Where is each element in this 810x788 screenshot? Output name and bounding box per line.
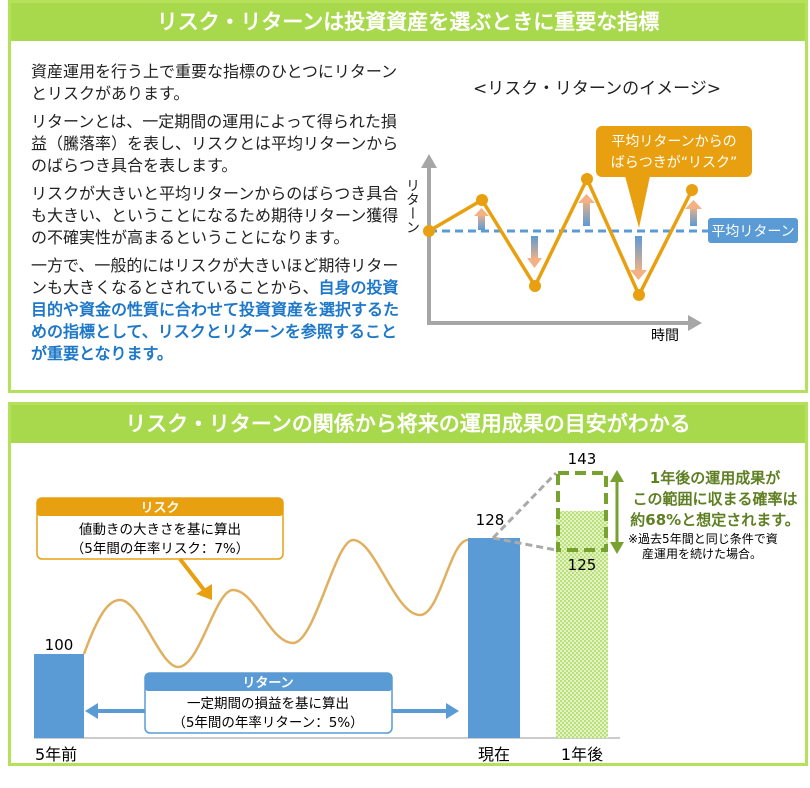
bar-value-100: 100: [45, 636, 74, 654]
risk-label-box: リスク 値動きの大きさを基に算出 （5年間の年率リスク：7%）: [36, 497, 284, 560]
paragraph-2: リターンとは、一定期間の運用によって得られた損益（騰落率）を表し、リスクとは平均…: [31, 112, 399, 175]
bar-5-years-ago: [34, 654, 84, 738]
axes: [421, 154, 702, 331]
top-panel-title: リスク・リターンは投資資産を選ぶときに重要な指標: [11, 3, 805, 41]
paragraph-4-bold: 自身の投資目的や資金の性質に合わせて投資資産を選択するための指標として、リスクと…: [31, 278, 400, 363]
paragraph-4-normal: 一方で、一般的にはリスクが大きいほど期待リターンも大きくなるとされていることから…: [31, 256, 399, 297]
range-double-arrow: [610, 470, 624, 554]
svg-text:（5年間の年率リターン：5%）: （5年間の年率リターン：5%）: [172, 714, 363, 731]
label-now: 現在: [478, 745, 510, 764]
bottom-panel: リスク・リターンの関係から将来の運用成果の目安がわかる: [8, 402, 808, 766]
svg-text:この範囲に収まる確率は: この範囲に収まる確率は: [632, 490, 797, 508]
return-label-box: リターン 一定期間の損益を基に算出 （5年間の年率リターン：5%）: [144, 672, 393, 734]
label-1-year-later: 1年後: [561, 745, 603, 764]
footnote-line-1: ※過去5年間と同じ条件で資: [628, 532, 778, 546]
return-points: [423, 173, 698, 301]
range-note: 1年後の運用成果が この範囲に収まる確率は 約68%と想定されます。: [630, 469, 799, 529]
svg-text:約68%と想定されます。: 約68%と想定されます。: [630, 511, 799, 529]
footnote-line-2: 産運用を続けた場合。: [642, 546, 762, 561]
y-axis-label: リターン: [404, 178, 420, 234]
risk-callout: 平均リターンからの ばらつきが“リスク”: [596, 126, 752, 228]
top-panel: リスク・リターンは投資資産を選ぶときに重要な指標 資産運用を行う上で重要な指標の…: [8, 0, 808, 393]
svg-text:値動きの大きさを基に算出: 値動きの大きさを基に算出: [79, 521, 241, 538]
risk-return-image: <リスク・リターンのイメージ> リターン 時間 平均リターンからの ばらつきが“…: [404, 79, 798, 344]
lower-value-125: 125: [568, 556, 597, 574]
x-axis-label: 時間: [651, 328, 679, 344]
callout-line-2: ばらつきが“リスク”: [611, 155, 738, 171]
paragraph-3: リスクが大きいと平均リターンからのばらつき具合も大きい、ということになるため期待…: [31, 184, 399, 247]
average-return-label: 平均リターン: [708, 218, 798, 243]
svg-text:リスク: リスク: [140, 501, 179, 516]
explanation-text: 資産運用を行う上で重要な指標のひとつにリターンとリスクがあります。 リターンとは…: [31, 61, 405, 371]
label-5-years-ago: 5年前: [35, 745, 77, 764]
price-wave: [82, 538, 469, 669]
bar-1-year-later: [556, 511, 608, 738]
projection-line-upper: [491, 471, 558, 540]
paragraph-1: 資産運用を行う上で重要な指標のひとつにリターンとリスクがあります。: [31, 62, 398, 103]
bottom-panel-title: リスク・リターンの関係から将来の運用成果の目安がわかる: [11, 405, 805, 443]
callout-line-1: 平均リターンからの: [611, 134, 736, 150]
bar-value-128: 128: [476, 511, 505, 529]
bar-now: [468, 538, 520, 738]
svg-text:1年後の運用成果が: 1年後の運用成果が: [650, 469, 781, 487]
risk-pointer-arrow: [178, 557, 212, 600]
svg-text:平均リターン: 平均リターン: [711, 224, 794, 240]
return-period-arrows: [85, 703, 459, 719]
image-title: <リスク・リターンのイメージ>: [473, 79, 721, 99]
svg-text:一定期間の損益を基に算出: 一定期間の損益を基に算出: [187, 695, 349, 712]
expected-range-box: [556, 471, 608, 552]
deviation-arrows: [474, 194, 702, 280]
paragraph-4: 一方で、一般的にはリスクが大きいほど期待リターンも大きくなるとされていることから…: [31, 255, 405, 365]
svg-text:（5年間の年率リスク：7%）: （5年間の年率リスク：7%）: [71, 540, 250, 557]
return-line: [428, 174, 694, 300]
upper-value-143: 143: [568, 450, 597, 468]
svg-text:リターン: リターン: [242, 676, 293, 691]
